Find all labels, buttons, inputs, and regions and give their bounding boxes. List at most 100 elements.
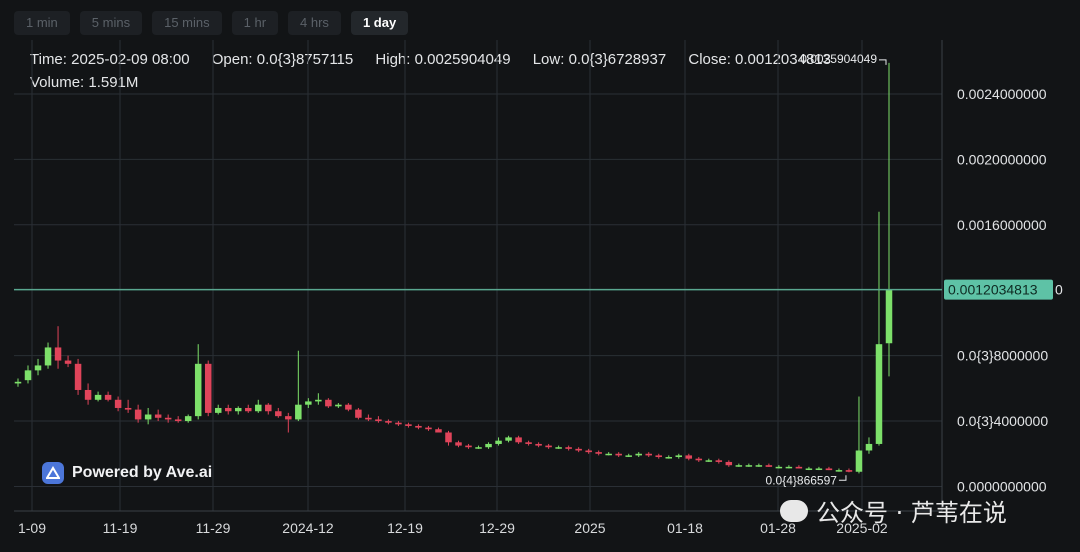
candle-body[interactable]: [475, 447, 482, 449]
candle-body[interactable]: [465, 445, 472, 448]
candle-body[interactable]: [855, 450, 863, 472]
candle-body[interactable]: [885, 289, 893, 344]
interval-button-4-hrs[interactable]: 4 hrs: [288, 11, 341, 35]
candle-body[interactable]: [635, 453, 642, 456]
candle-body[interactable]: [74, 363, 82, 390]
x-tick-label: 2025: [574, 520, 605, 536]
candle-body[interactable]: [715, 460, 723, 462]
candle-body[interactable]: [355, 409, 362, 418]
candle-body[interactable]: [745, 465, 753, 467]
candle-body[interactable]: [555, 447, 562, 449]
candle-body[interactable]: [224, 407, 232, 412]
candle-body[interactable]: [174, 419, 182, 422]
candle-body[interactable]: [765, 465, 773, 467]
candle-body[interactable]: [735, 465, 743, 467]
candle-body[interactable]: [595, 452, 602, 454]
candle-body[interactable]: [795, 466, 803, 469]
candle-body[interactable]: [805, 468, 813, 470]
candle-body[interactable]: [495, 440, 502, 444]
candle-body[interactable]: [245, 407, 252, 412]
candle-body[interactable]: [14, 381, 22, 384]
candle-body[interactable]: [725, 461, 733, 466]
candle-body[interactable]: [505, 437, 512, 441]
candle-body[interactable]: [64, 360, 72, 364]
candle-body[interactable]: [154, 414, 162, 418]
candle-body[interactable]: [535, 443, 542, 446]
candle-body[interactable]: [395, 422, 402, 425]
candle-body[interactable]: [214, 407, 222, 413]
candle-body[interactable]: [705, 460, 713, 462]
candle-body[interactable]: [485, 443, 492, 448]
candle-body[interactable]: [385, 421, 392, 423]
candle-body[interactable]: [285, 416, 292, 420]
candle-body[interactable]: [335, 404, 342, 407]
interval-button-15-mins[interactable]: 15 mins: [152, 11, 222, 35]
candle-body[interactable]: [275, 411, 282, 417]
candle-body[interactable]: [815, 468, 823, 470]
candle-body[interactable]: [455, 442, 462, 446]
legend-volume: Volume: 1.591M: [30, 74, 139, 91]
max-annotation-arrow: [879, 59, 887, 65]
y-tick-label: 0.0020000000: [957, 151, 1047, 167]
candle-body[interactable]: [675, 455, 683, 458]
interval-button-5-mins[interactable]: 5 mins: [79, 11, 143, 35]
candle-body[interactable]: [365, 417, 372, 420]
candle-body[interactable]: [34, 365, 42, 371]
candle-body[interactable]: [575, 448, 582, 451]
candle-body[interactable]: [124, 407, 132, 410]
interval-button-1-min[interactable]: 1 min: [14, 11, 70, 35]
candle-body[interactable]: [425, 427, 432, 430]
candle-body[interactable]: [295, 404, 302, 420]
candle-body[interactable]: [415, 425, 422, 428]
candle-body[interactable]: [625, 455, 632, 457]
candle-body[interactable]: [665, 457, 673, 459]
candle-body[interactable]: [835, 470, 843, 472]
candle-body[interactable]: [54, 347, 62, 361]
candle-body[interactable]: [605, 453, 612, 456]
candle-body[interactable]: [525, 442, 532, 444]
candle-body[interactable]: [435, 429, 442, 433]
candle-body[interactable]: [104, 394, 112, 400]
candle-body[interactable]: [515, 437, 522, 443]
candle-body[interactable]: [585, 450, 592, 453]
candle-body[interactable]: [445, 432, 452, 443]
candle-body[interactable]: [655, 455, 662, 458]
candle-body[interactable]: [194, 363, 202, 417]
candle-body[interactable]: [204, 363, 212, 413]
legend-low: Low: 0.0{3}6728937: [532, 51, 667, 68]
candle-body[interactable]: [645, 453, 652, 456]
candle-body[interactable]: [825, 468, 833, 471]
candle-body[interactable]: [265, 404, 272, 412]
candle-body[interactable]: [695, 458, 703, 461]
candle-body[interactable]: [144, 414, 152, 420]
candle-body[interactable]: [255, 404, 262, 412]
candle-body[interactable]: [865, 443, 873, 451]
candle-body[interactable]: [164, 417, 172, 420]
candle-body[interactable]: [305, 401, 312, 405]
candle-body[interactable]: [234, 407, 242, 412]
candle-body[interactable]: [184, 416, 192, 422]
candle-body[interactable]: [375, 419, 382, 422]
candle-body[interactable]: [755, 465, 763, 467]
candle-body[interactable]: [94, 394, 102, 400]
interval-button-1-day[interactable]: 1 day: [350, 11, 409, 35]
candle-body[interactable]: [845, 470, 853, 472]
candle-body[interactable]: [615, 453, 622, 456]
candle-body[interactable]: [84, 389, 92, 400]
candle-body[interactable]: [565, 447, 572, 449]
candle-body[interactable]: [545, 445, 552, 448]
candle-body[interactable]: [24, 370, 32, 381]
interval-button-1-hr[interactable]: 1 hr: [231, 11, 279, 35]
candle-body[interactable]: [685, 455, 693, 459]
candle-body[interactable]: [114, 399, 122, 408]
candle-body[interactable]: [875, 344, 883, 444]
candle-body[interactable]: [785, 466, 793, 469]
candle-body[interactable]: [325, 399, 332, 407]
candle-body[interactable]: [775, 466, 783, 469]
candle-body[interactable]: [345, 404, 352, 410]
candle-body[interactable]: [405, 424, 412, 426]
candle-body[interactable]: [315, 399, 322, 402]
candle-body[interactable]: [44, 347, 52, 366]
candle-body[interactable]: [134, 409, 142, 420]
